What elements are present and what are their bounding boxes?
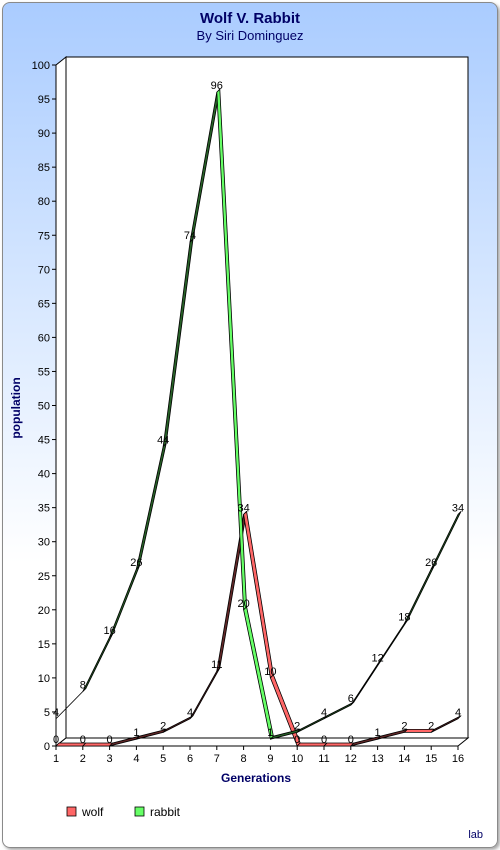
- data-label-wolf: 10: [264, 666, 276, 678]
- data-label-rabbit: 96: [211, 80, 223, 92]
- y-tick-label: 65: [38, 298, 50, 310]
- data-label-rabbit: 4: [53, 707, 59, 719]
- data-label-wolf: 4: [455, 707, 461, 719]
- y-tick-label: 0: [44, 741, 50, 753]
- y-tick-label: 80: [38, 196, 50, 208]
- chart-title: Wolf V. Rabbit: [200, 10, 300, 27]
- legend-label-wolf: wolf: [81, 805, 104, 819]
- footer-text: lab: [468, 829, 483, 841]
- data-label-wolf: 0: [80, 734, 86, 746]
- y-tick-label: 40: [38, 469, 50, 481]
- x-tick-label: 12: [345, 753, 357, 765]
- y-tick-label: 15: [38, 639, 50, 651]
- x-tick-label: 2: [80, 753, 86, 765]
- data-label-wolf: 0: [107, 734, 113, 746]
- data-label-rabbit: 26: [130, 557, 142, 569]
- data-label-wolf: 4: [187, 707, 193, 719]
- y-tick-label: 25: [38, 571, 50, 583]
- data-label-rabbit: 18: [398, 611, 410, 623]
- data-label-rabbit: 1: [267, 727, 273, 739]
- y-tick-label: 10: [38, 673, 50, 685]
- y-tick-label: 95: [38, 94, 50, 106]
- data-label-wolf: 0: [348, 734, 354, 746]
- series-wolf-ribbon: [55, 511, 462, 747]
- x-axis-title: Generations: [221, 771, 291, 785]
- data-label-wolf: 1: [133, 727, 139, 739]
- x-tick-label: 5: [160, 753, 166, 765]
- x-tick-label: 13: [371, 753, 383, 765]
- y-tick-label: 45: [38, 435, 50, 447]
- chart-subtitle: By Siri Dominguez: [197, 28, 304, 43]
- data-label-wolf: 1: [375, 727, 381, 739]
- data-label-rabbit: 8: [80, 680, 86, 692]
- data-label-rabbit: 26: [425, 557, 437, 569]
- data-label-wolf: 11: [211, 659, 222, 671]
- x-tick-label: 9: [267, 753, 273, 765]
- series-rabbit-segment: [430, 511, 462, 570]
- y-tick-label: 60: [38, 332, 50, 344]
- y-tick-label: 50: [38, 401, 50, 413]
- y-tick-label: 5: [44, 707, 50, 719]
- legend-swatch-rabbit: [134, 806, 145, 817]
- y-tick-label: 90: [38, 128, 50, 140]
- y-tick-label: 20: [38, 605, 50, 617]
- y-tick-label: 85: [38, 162, 50, 174]
- x-tick-label: 3: [107, 753, 113, 765]
- data-label-rabbit: 12: [371, 652, 383, 664]
- plot-area: 0510152025303540455055606570758085909510…: [32, 55, 470, 765]
- y-axis-title: population: [9, 377, 23, 438]
- line-chart: Wolf V. Rabbit By Siri Dominguez 0510152…: [9, 10, 483, 841]
- x-tick-label: 4: [133, 753, 139, 765]
- x-tick-label: 6: [187, 753, 193, 765]
- y-tick-label: 75: [38, 230, 50, 242]
- x-tick-label: 7: [214, 753, 220, 765]
- x-tick-label: 16: [452, 753, 464, 765]
- data-label-rabbit: 44: [157, 434, 169, 446]
- data-label-rabbit: 2: [294, 720, 300, 732]
- y-tick-label: 30: [38, 537, 50, 549]
- data-label-wolf: 34: [237, 502, 249, 514]
- y-tick-label: 55: [38, 366, 50, 378]
- data-label-rabbit: 16: [103, 625, 115, 637]
- data-label-rabbit: 34: [452, 502, 464, 514]
- series-wolf-segment: [430, 715, 462, 733]
- data-label-wolf: 0: [321, 734, 327, 746]
- x-tick-label: 11: [318, 753, 329, 765]
- data-label-rabbit: 4: [321, 707, 327, 719]
- series-rabbit-ribbon: [55, 88, 462, 740]
- data-label-wolf: 0: [53, 734, 59, 746]
- data-label-wolf: 0: [294, 734, 300, 746]
- x-tick-label: 14: [398, 753, 410, 765]
- legend-swatch-wolf: [66, 806, 77, 817]
- data-label-rabbit: 6: [348, 693, 354, 705]
- data-label-rabbit: 74: [184, 230, 196, 242]
- data-label-wolf: 2: [428, 720, 434, 732]
- y-tick-label: 100: [32, 60, 50, 72]
- y-tick-label: 70: [38, 264, 50, 276]
- data-label-wolf: 2: [160, 720, 166, 732]
- y-tick-label: 35: [38, 503, 50, 515]
- data-label-wolf: 2: [401, 720, 407, 732]
- left-wall: [55, 55, 67, 748]
- x-tick-label: 8: [241, 753, 247, 765]
- x-tick-label: 15: [425, 753, 437, 765]
- legend: wolf rabbit: [66, 805, 181, 819]
- legend-label-rabbit: rabbit: [150, 805, 181, 819]
- data-label-rabbit: 20: [237, 598, 249, 610]
- x-tick-label: 10: [291, 753, 303, 765]
- x-tick-label: 1: [53, 753, 59, 765]
